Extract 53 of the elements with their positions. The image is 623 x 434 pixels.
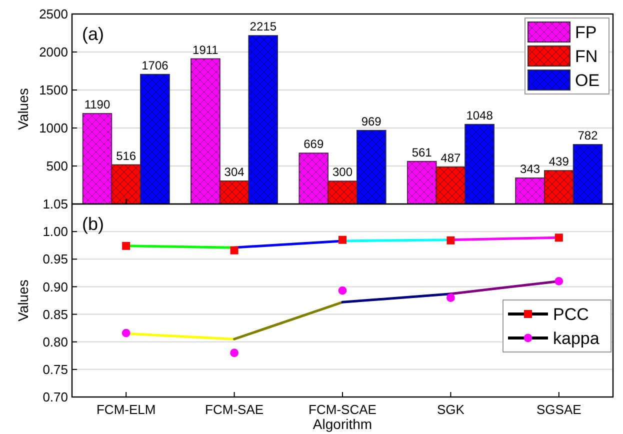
data-label: 669	[304, 137, 324, 152]
y-tick-label: 0.95	[42, 252, 68, 267]
y-tick-label: 0.85	[42, 306, 68, 322]
data-label: 561	[412, 145, 432, 160]
annotation: (b)	[82, 214, 104, 234]
data-label: 969	[361, 114, 382, 128]
data-label: 1048	[466, 108, 494, 122]
data-label: 487	[440, 150, 462, 165]
y-tick-label: 0.90	[42, 279, 68, 294]
data-label: 2215	[250, 20, 277, 34]
y-tick-label: 2500	[39, 6, 68, 22]
data-label: 1706	[142, 58, 169, 72]
legend-label: OE	[575, 70, 600, 90]
y-axis-title: Values	[15, 280, 31, 322]
y-tick-label: 1.05	[42, 196, 68, 212]
data-label: 516	[116, 148, 136, 163]
point	[554, 234, 563, 242]
point	[554, 277, 564, 286]
data-label: 343	[520, 162, 540, 176]
y-tick-label: 500	[46, 158, 68, 174]
x-tick-label: FCM-SAE	[205, 402, 264, 417]
annotation: (a)	[82, 24, 104, 44]
x-tick-label: FCM-SCAE	[308, 402, 377, 417]
data-label: 1911	[192, 42, 219, 57]
data-label: 782	[578, 128, 598, 143]
point	[446, 294, 455, 302]
data-label: 300	[332, 165, 353, 180]
y-tick-label: 1500	[39, 82, 68, 98]
legend-label: kappa	[553, 328, 600, 348]
point	[338, 236, 346, 244]
legend-label: PCC	[553, 304, 589, 324]
y-tick-label: 1000	[39, 120, 68, 136]
point	[122, 242, 130, 250]
x-axis-title: Algorithm	[312, 416, 372, 432]
y-tick-label: 0.75	[42, 362, 68, 377]
x-tick-label: FCM-ELM	[96, 402, 156, 417]
point	[122, 328, 130, 338]
point	[338, 286, 347, 295]
data-label: 304	[224, 164, 245, 179]
y-tick-label: 0.80	[42, 334, 68, 350]
x-tick-label: SGK	[436, 402, 465, 417]
y-tick-label: 0.70	[42, 390, 68, 405]
point	[230, 246, 238, 254]
legend-label: FN	[575, 46, 598, 66]
point	[230, 348, 238, 358]
y-tick-label: 1.00	[42, 224, 68, 240]
point	[446, 236, 455, 244]
y-axis-title: Values	[15, 88, 31, 130]
legend-label: FP	[575, 22, 597, 42]
data-label: 439	[548, 154, 570, 169]
x-tick-label: SGSAE	[536, 402, 582, 417]
y-tick-label: 2000	[39, 44, 68, 60]
data-label: 1190	[84, 98, 110, 112]
